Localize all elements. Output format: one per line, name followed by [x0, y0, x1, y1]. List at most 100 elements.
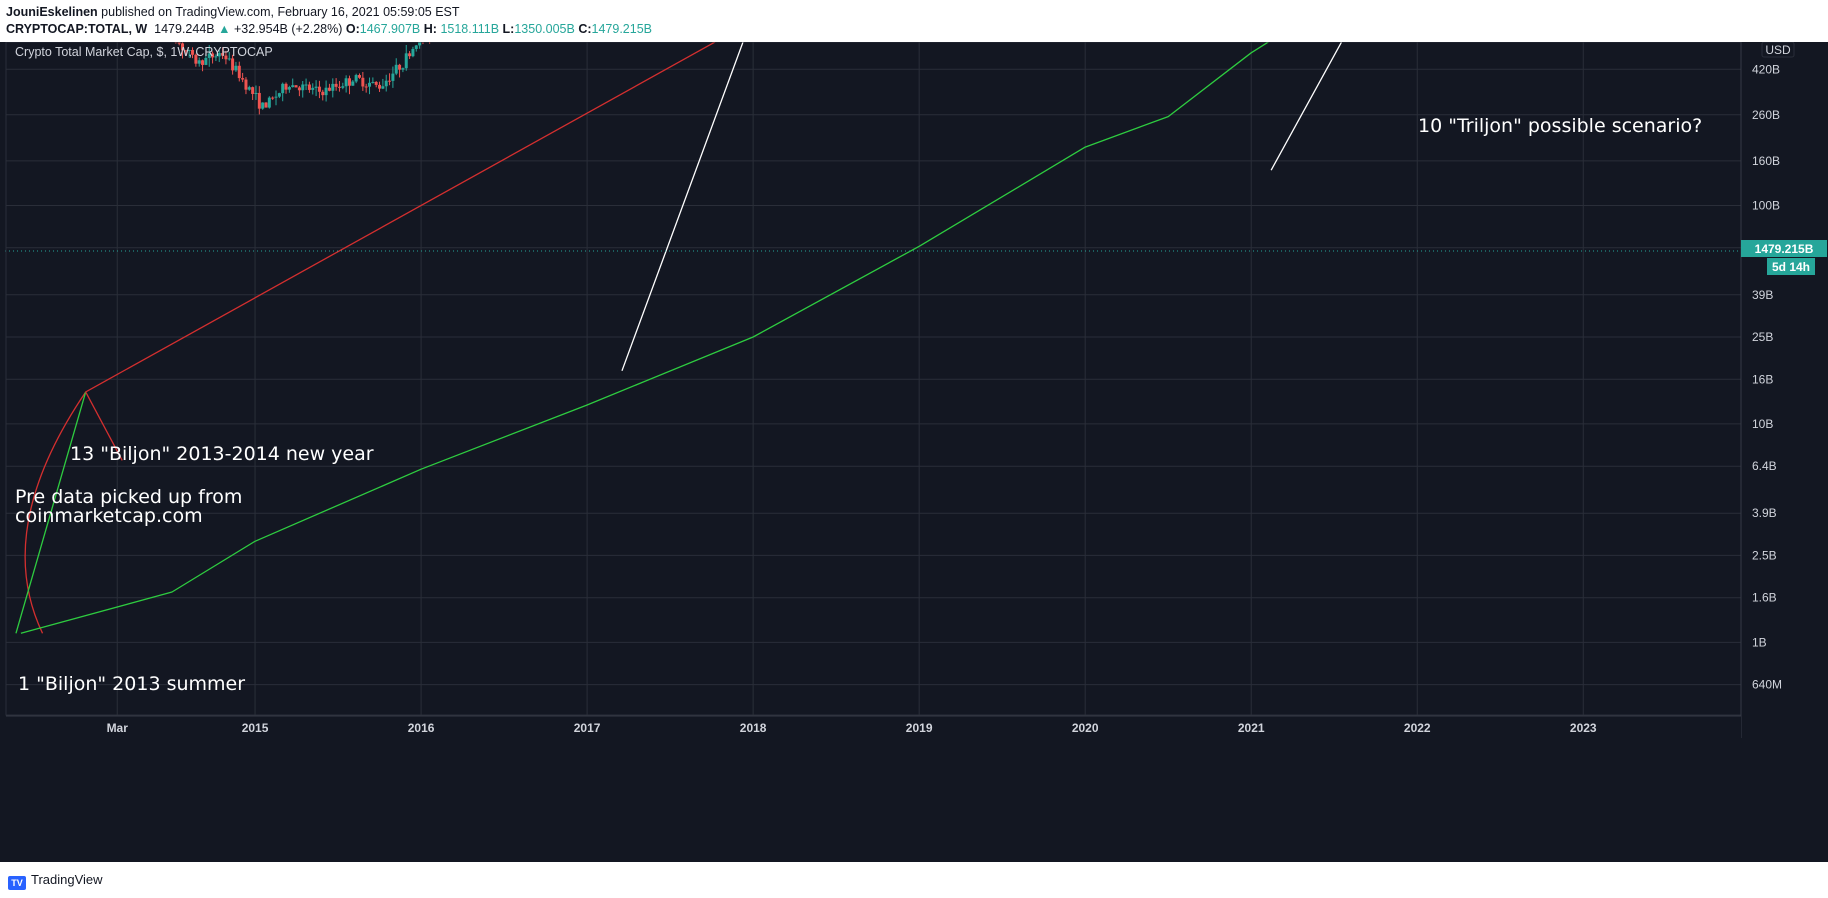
tradingview-logo-icon: TV — [8, 876, 26, 890]
candle[interactable] — [211, 53, 215, 58]
candle[interactable] — [304, 84, 308, 86]
candle[interactable] — [284, 83, 288, 90]
candle[interactable] — [241, 78, 245, 80]
candle[interactable] — [224, 55, 228, 60]
candle[interactable] — [194, 54, 198, 64]
last-price: 1479.244B — [154, 22, 215, 36]
candle[interactable] — [184, 50, 188, 52]
candle[interactable] — [351, 81, 355, 86]
brand-label: TradingView — [31, 872, 103, 887]
candle[interactable] — [334, 83, 338, 87]
annotation-13-biljon[interactable]: 13 "Biljon" 2013-2014 new year — [70, 443, 374, 465]
candle[interactable] — [231, 58, 235, 71]
candle[interactable] — [317, 86, 321, 92]
publish-date: published on TradingView.com, February 1… — [97, 5, 460, 19]
candle[interactable] — [391, 73, 395, 81]
candle[interactable] — [378, 84, 382, 89]
candle[interactable] — [347, 78, 351, 86]
price-axis-panel[interactable] — [1741, 42, 1827, 738]
candle[interactable] — [267, 97, 271, 108]
tradingview-brand[interactable]: TV TradingView — [8, 872, 103, 890]
candle[interactable] — [297, 87, 301, 91]
candle[interactable] — [314, 86, 318, 88]
candle[interactable] — [354, 75, 358, 82]
triljon-projection-line[interactable] — [1270, 42, 1379, 171]
candle[interactable] — [271, 97, 275, 99]
candle[interactable] — [321, 91, 325, 96]
candle[interactable] — [394, 64, 398, 74]
candle[interactable] — [364, 86, 368, 88]
candle[interactable] — [264, 102, 268, 108]
candlestick-series[interactable] — [88, 42, 1273, 115]
candle[interactable] — [327, 87, 331, 91]
candle[interactable] — [234, 65, 238, 71]
candle[interactable] — [257, 92, 261, 109]
candle[interactable] — [247, 87, 251, 90]
candle[interactable] — [331, 83, 335, 91]
candle[interactable] — [414, 45, 418, 49]
candle[interactable] — [254, 92, 258, 94]
candle[interactable] — [227, 58, 231, 60]
candle[interactable] — [374, 81, 378, 85]
annotation-pre-data-line1[interactable]: Pre data picked up from — [15, 486, 242, 508]
candle[interactable] — [261, 102, 265, 109]
candle[interactable] — [398, 64, 402, 70]
time-axis-panel[interactable] — [0, 716, 1741, 738]
candle[interactable] — [361, 77, 365, 87]
candle[interactable] — [204, 57, 208, 65]
candle[interactable] — [324, 87, 328, 96]
candle[interactable] — [307, 84, 311, 90]
candle[interactable] — [418, 42, 422, 46]
candle[interactable] — [344, 78, 348, 87]
candle[interactable] — [384, 80, 388, 87]
candle[interactable] — [287, 87, 291, 90]
currency-badge[interactable] — [1761, 42, 1795, 58]
candle[interactable] — [291, 85, 295, 88]
candle[interactable] — [311, 87, 315, 90]
candle[interactable] — [277, 93, 281, 97]
candle[interactable] — [337, 86, 341, 88]
candle[interactable] — [368, 82, 372, 87]
candle[interactable] — [404, 53, 408, 69]
trend-lines[interactable] — [15, 42, 1733, 634]
candle[interactable] — [237, 65, 241, 79]
annotation-1-biljon[interactable]: 1 "Biljon" 2013 summer — [18, 673, 245, 695]
rally-2017-projection-line[interactable] — [621, 42, 750, 372]
candle[interactable] — [294, 85, 298, 88]
resistance-channel-line[interactable] — [24, 42, 1633, 634]
price-tick-label: 39B — [1752, 288, 1773, 302]
candle[interactable] — [371, 81, 375, 83]
candle[interactable] — [281, 83, 285, 94]
candle[interactable] — [197, 60, 201, 64]
annotation-triljon-scenario[interactable]: 10 "Triljon" possible scenario? — [1418, 115, 1702, 137]
candle[interactable] — [191, 49, 195, 55]
author-name[interactable]: JouniEskelinen — [6, 5, 98, 19]
candle[interactable] — [217, 53, 221, 57]
candle[interactable] — [221, 53, 225, 56]
candle[interactable] — [381, 86, 385, 89]
candle[interactable] — [251, 87, 255, 94]
candle[interactable] — [358, 75, 362, 78]
candle[interactable] — [388, 80, 392, 82]
candle[interactable] — [411, 48, 415, 57]
annotation-pre-data-line2[interactable]: coinmarketcap.com — [15, 505, 203, 527]
time-tick-label: 2016 — [408, 721, 435, 735]
candle[interactable] — [181, 43, 185, 51]
candle[interactable] — [301, 84, 305, 91]
candle[interactable] — [214, 56, 218, 58]
candle[interactable] — [207, 53, 211, 58]
support-channel-line[interactable] — [20, 42, 1733, 634]
biljon-pre-data-green-line[interactable] — [15, 391, 87, 634]
candle[interactable] — [201, 60, 205, 65]
candle[interactable] — [187, 49, 191, 51]
price-chart[interactable]: 52500B32500B20500B12500B8000B4800B3000B1… — [0, 42, 1828, 862]
price-tick-label: 2.5B — [1752, 548, 1777, 562]
candle[interactable] — [341, 86, 345, 88]
candle[interactable] — [244, 79, 248, 90]
candle[interactable] — [274, 96, 278, 98]
biljon-pre-data-red-line[interactable] — [85, 391, 123, 461]
candle[interactable] — [177, 42, 181, 44]
candle[interactable] — [401, 68, 405, 70]
time-tick-label: 2023 — [1570, 721, 1597, 735]
candle[interactable] — [408, 53, 412, 57]
